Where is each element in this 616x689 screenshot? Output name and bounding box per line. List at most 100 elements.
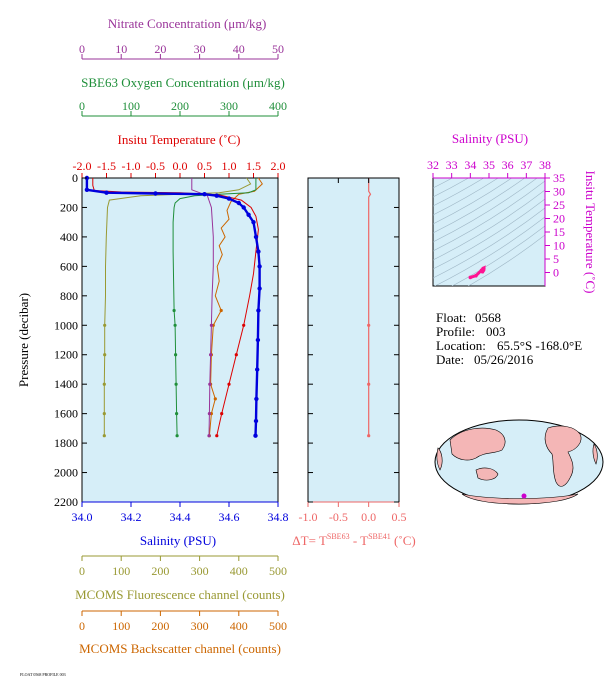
fluorescence-tick-label-0: 0 [79,564,85,578]
fluorescence-point-10 [103,323,107,327]
salinity-point-18 [254,396,259,402]
fluorescence-point-14 [102,434,106,438]
fluorescence-axis: MCOMS Fluorescence channel (counts) 0 100… [75,555,287,602]
temperature-tick-label-5: 0.5 [197,159,212,173]
pressure-tick-label-11: 2200 [54,495,78,509]
ts-contour-5 [433,178,526,234]
temperature-point-16 [220,412,224,416]
temperature-point-13 [242,323,246,327]
ts-xtick-label-5: 37 [520,158,532,172]
ts-xtick-label-0: 32 [427,158,439,172]
ts-salinity-label: Salinity (PSU) [452,131,528,146]
pressure-axis: Pressure (decibar) 0 200 400 600 800 1000 1200… [16,171,278,509]
footer-note: FLOAT 0568 PROFILE 003 [20,672,66,677]
temperature-tick-label-1: -1.5 [97,159,116,173]
fluorescence-line [103,177,252,436]
oxygen-point-13 [174,353,178,357]
ts-xtick-label-4: 36 [502,158,514,172]
location-label: Location: [436,338,486,353]
ts-xtick-label-6: 38 [539,158,551,172]
map-land-americas [544,425,582,487]
oxygen-tick-label-0: 0 [79,99,85,113]
ts-point-0 [468,275,473,280]
salinity-point-12 [256,249,261,254]
salinity-point-19 [253,418,259,424]
temperature-tick-label-4: 0.0 [173,159,188,173]
oxygen-point-16 [175,434,179,438]
map-land-africa [436,447,443,471]
ts-contour-7 [433,180,545,252]
ts-xtick-label-2: 34 [464,158,476,172]
temperature-axis: Insitu Temperature (˚C) -2.0 -1.5 -1.0 -0.5… [73,132,286,179]
salinity-tick-label-1: 34.2 [121,510,142,524]
ts-density-contours [433,178,545,286]
salinity-point-3 [153,191,158,196]
salinity-point-11 [253,234,259,240]
ts-ytick-label-0: 0 [553,266,559,280]
temperature-tick-label-7: 1.5 [246,159,261,173]
map-land-australia [475,467,499,481]
temperature-axis-label: Insitu Temperature (˚C) [117,132,240,147]
nitrate-point-10 [208,382,212,386]
backscatter-line [208,177,263,436]
delta-t-label-sup1: SBE63 [327,532,350,541]
salinity-point-13 [257,264,262,269]
nitrate-point-12 [207,434,211,438]
ts-contour-10 [433,207,545,279]
date-value: 05/26/2016 [474,352,534,367]
fluorescence-tick-label-5: 500 [269,564,287,578]
delta-t-tick-label-2: 0.0 [361,510,376,524]
oxygen-point-14 [174,382,178,386]
oxygen-point-15 [175,412,179,416]
ts-ytick-label-4: 20 [553,212,565,226]
salinity-point-2 [104,190,109,195]
delta-t-line [368,178,372,436]
nitrate-point-8 [209,323,213,327]
ts-point-7 [480,269,485,274]
delta-t-plot-area [307,177,400,503]
nitrate-tick-label-1: 10 [115,42,127,56]
salinity-tick-label-2: 34.4 [170,510,191,524]
delta-t-tick-label-0: -1.0 [299,510,318,524]
ts-ytick-label-1: 5 [553,252,559,266]
backscatter-tick-label-4: 400 [230,619,248,633]
salinity-point-15 [256,308,261,313]
ts-temperature-label: Insitu Temperature (˚C) [583,170,598,293]
salinity-point-9 [246,212,251,217]
map-land-antarctica [461,493,579,505]
ts-ytick-label-3: 15 [553,225,565,239]
delta-t-label-part2: - T [350,533,369,548]
main-plot-area [81,177,279,503]
delta-t-label-part3: (˚C) [391,533,416,548]
profile-value: 003 [486,324,506,339]
ts-ytick-label-5: 25 [553,198,565,212]
ts-contour-0 [433,178,453,189]
salinity-point-5 [214,193,219,198]
delta-t-point-8 [367,434,371,438]
nitrate-point-9 [209,353,213,357]
ts-xtick-label-1: 33 [446,158,458,172]
ts-plot-area [432,177,546,287]
temperature-tick-label-8: 2.0 [271,159,286,173]
fluorescence-tick-label-2: 200 [151,564,169,578]
salinity-point-8 [241,205,246,210]
salinity-axis: Salinity (PSU) 34.0 34.2 34.4 34.6 34.8 [72,501,289,548]
fluorescence-tick-label-3: 300 [191,564,209,578]
pressure-tick-label-10: 2000 [54,466,78,480]
salinity-point-4 [202,192,207,197]
main-series-layer [84,175,263,438]
pressure-tick-label-3: 600 [60,259,78,273]
delta-t-tick-label-3: 0.5 [392,510,407,524]
backscatter-tick-label-2: 200 [151,619,169,633]
backscatter-point-14 [219,308,223,313]
fluorescence-point-12 [102,382,106,386]
fluorescence-tick-label-1: 100 [112,564,130,578]
salinity-tick-label-0: 34.0 [72,510,93,524]
temperature-tick-label-2: -1.0 [122,159,141,173]
delta-t-point-7 [367,382,371,386]
location-value: 65.5°S -168.0°E [497,338,582,353]
pressure-tick-label-5: 1000 [54,318,78,332]
oxygen-axis-label: SBE63 Oxygen Concentration (μm/kg) [81,75,285,90]
ts-ytick-label-6: 30 [553,185,565,199]
delta-t-axis-label: ΔT= TSBE63 - TSBE41 (˚C) [292,532,415,548]
